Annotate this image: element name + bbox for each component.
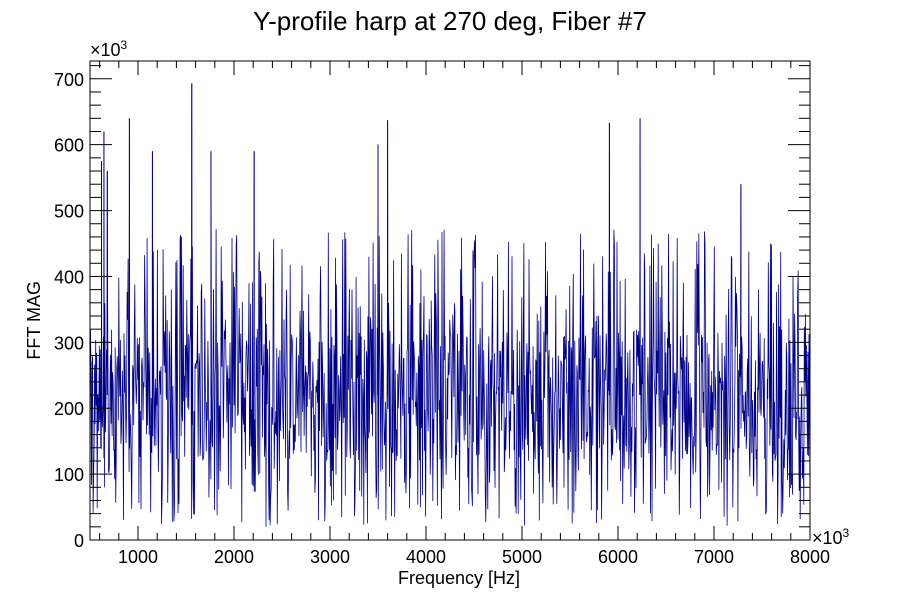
x-multiplier: ×103 [812, 526, 850, 548]
x-tick-label: 3000 [310, 547, 350, 567]
y-tick-label: 500 [54, 202, 84, 222]
x-tick-label: 8000 [790, 547, 830, 567]
axes: 1000 2000 3000 4000 5000 6000 7000 8000 0 100 200 3… [54, 61, 830, 567]
x-tick-label: 6000 [598, 547, 638, 567]
y-tick-label: 0 [74, 531, 84, 551]
y-tick-label: 600 [54, 136, 84, 156]
y-multiplier: ×103 [90, 38, 128, 60]
y-axis-label: FFT MAG [24, 281, 44, 360]
plot-area [89, 83, 811, 527]
x-tick-label: 4000 [406, 547, 446, 567]
x-tick-label: 7000 [694, 547, 734, 567]
x-tick-label: 1000 [118, 547, 158, 567]
fft-series-line [89, 83, 811, 527]
chart-title: Y-profile harp at 270 deg, Fiber #7 [253, 6, 647, 36]
y-tick-label: 400 [54, 267, 84, 287]
x-axis-label: Frequency [Hz] [398, 568, 520, 588]
plot-frame [89, 60, 811, 541]
y-tick-label: 700 [54, 70, 84, 90]
y-tick-label: 100 [54, 465, 84, 485]
x-tick-label: 2000 [214, 547, 254, 567]
x-tick-label: 5000 [502, 547, 542, 567]
y-tick-label: 200 [54, 399, 84, 419]
y-tick-label: 300 [54, 333, 84, 353]
